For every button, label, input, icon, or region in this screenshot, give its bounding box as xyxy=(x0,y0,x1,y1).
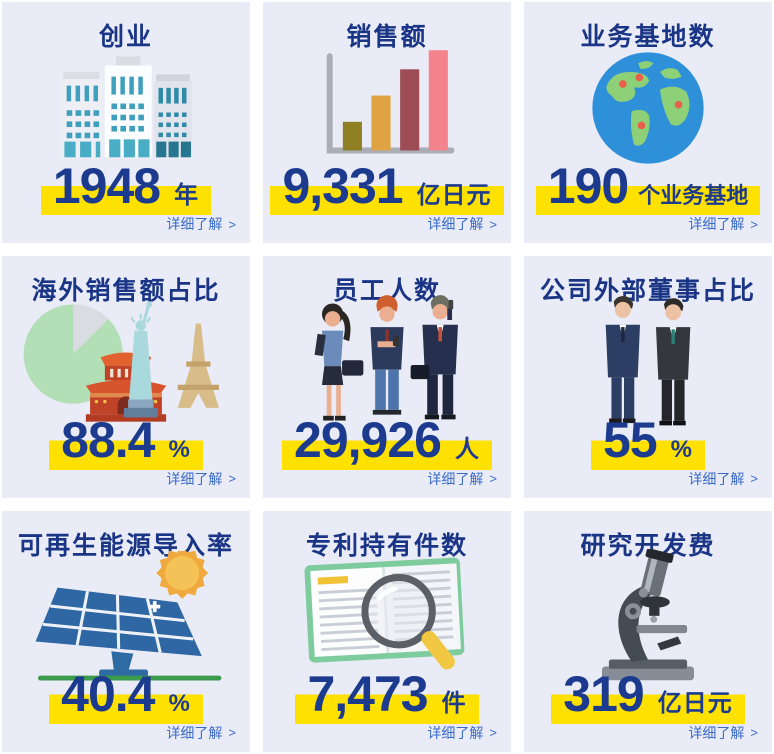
card-employees: 员工人数 xyxy=(263,256,511,498)
metric-value: 55 xyxy=(603,412,658,469)
chevron-right-icon: > xyxy=(489,216,497,232)
metric-unit: 件 xyxy=(441,690,467,718)
metric-value: 319 xyxy=(563,666,644,723)
learn-more-link[interactable]: 详细了解 > xyxy=(427,216,497,233)
employees-icon xyxy=(314,295,458,421)
chevron-right-icon: > xyxy=(750,471,758,487)
globe-icon xyxy=(592,52,704,164)
directors-icon xyxy=(605,295,691,426)
metric-highlight: 88.4 % xyxy=(49,412,203,470)
card-title: 业务基地数 xyxy=(580,23,716,51)
card-founding-year: 创业 xyxy=(2,2,250,244)
metric-unit: % xyxy=(168,690,191,718)
card-title: 创业 xyxy=(98,23,153,51)
metric-value: 1948 xyxy=(52,157,161,214)
metric-highlight: 190 个业务基地 xyxy=(535,157,761,216)
metric-highlight: 1948 年 xyxy=(40,157,212,216)
metric-value: 190 xyxy=(547,157,629,214)
metric-highlight: 7,473 件 xyxy=(295,666,479,724)
learn-more-link[interactable]: 详细了解 > xyxy=(688,470,758,487)
card-renewable-energy-rate: 可再生能源导入率 xyxy=(2,510,250,752)
chevron-right-icon: > xyxy=(228,216,236,232)
card-business-bases: 业务基地数 190 个业务基地 详细了解 > xyxy=(524,2,772,244)
card-overseas-sales-ratio: 海外销售额占比 xyxy=(2,256,250,498)
metric-highlight: 29,926 人 xyxy=(282,412,492,470)
office-buildings-icon xyxy=(59,56,193,158)
chevron-right-icon: > xyxy=(228,725,236,741)
metric-value: 88.4 xyxy=(61,412,155,469)
card-title: 专利持有件数 xyxy=(305,531,468,560)
metric-unit: 个业务基地 xyxy=(638,182,749,208)
metric-unit: 亿日元 xyxy=(416,181,492,209)
solar-panel-sun-icon xyxy=(35,550,222,681)
learn-more-link[interactable]: 详细了解 > xyxy=(427,724,497,741)
metric-unit: % xyxy=(168,436,191,464)
metric-highlight: 319 亿日元 xyxy=(551,666,745,724)
metric-unit: % xyxy=(670,436,693,464)
chevron-right-icon: > xyxy=(489,725,497,741)
book-magnifier-icon xyxy=(304,557,465,670)
card-title: 公司外部董事占比 xyxy=(539,277,756,306)
chevron-right-icon: > xyxy=(489,471,497,487)
card-title: 销售额 xyxy=(346,23,428,51)
card-external-directors-ratio: 公司外部董事占比 55 % 详细了 xyxy=(524,256,772,498)
metric-unit: 年 xyxy=(174,181,200,209)
card-patents-held: 专利持有件数 7,473 件 xyxy=(263,510,511,752)
metric-value: 9,331 xyxy=(282,157,403,214)
metric-highlight: 9,331 亿日元 xyxy=(270,157,504,216)
metric-unit: 人 xyxy=(454,436,480,464)
learn-more-link[interactable]: 详细了解 > xyxy=(427,470,497,487)
metric-value: 40.4 xyxy=(61,666,155,723)
metric-highlight: 55 % xyxy=(591,412,705,470)
metric-unit: 亿日元 xyxy=(657,690,733,718)
microscope-icon xyxy=(602,548,694,680)
chevron-right-icon: > xyxy=(228,471,236,487)
chevron-right-icon: > xyxy=(750,725,758,741)
pie-chart-landmarks-icon xyxy=(23,301,219,422)
chevron-right-icon: > xyxy=(750,216,758,232)
learn-more-link[interactable]: 详细了解 > xyxy=(688,216,758,233)
metric-value: 29,926 xyxy=(294,412,442,469)
learn-more-link[interactable]: 详细了解 > xyxy=(166,470,236,487)
bar-chart-icon xyxy=(326,50,455,154)
learn-more-link[interactable]: 详细了解 > xyxy=(688,724,758,741)
metric-value: 7,473 xyxy=(307,666,428,723)
learn-more-link[interactable]: 详细了解 > xyxy=(166,724,236,741)
card-rd-expenses: 研究开发费 319 亿日元 xyxy=(524,510,772,752)
metric-highlight: 40.4 % xyxy=(49,666,203,724)
learn-more-link[interactable]: 详细了解 > xyxy=(166,216,236,233)
card-sales: 销售额 9,331 亿日元 详细了解 > xyxy=(263,2,511,244)
card-title: 海外销售额占比 xyxy=(31,277,221,306)
